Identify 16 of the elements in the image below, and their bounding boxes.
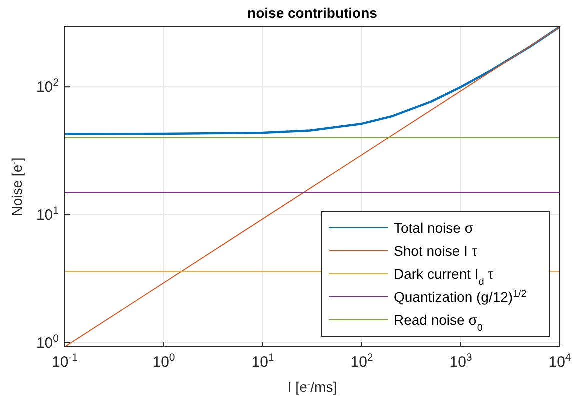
legend-label: Dark current I$_{d}$ τ [394, 266, 494, 288]
legend-label: Total noise σ [394, 220, 474, 236]
x-axis-title: I [e$^{-}$/ms] [288, 378, 338, 395]
legend-label: Read noise σ$_{0}$ [394, 312, 484, 334]
y-tick-label: 10$^{1}$ [36, 205, 60, 224]
x-tick-label: 10$^{2}$ [350, 352, 374, 371]
x-tick-label: 10$^{0}$ [152, 352, 176, 371]
x-tick-label: 10$^{-1}$ [52, 352, 78, 371]
x-tick-label: 10$^{3}$ [450, 352, 472, 371]
chart-title: noise contributions [248, 5, 378, 21]
y-tick-label: 10$^{2}$ [36, 77, 60, 96]
x-tick-label: 10$^{4}$ [548, 352, 572, 371]
y-tick-label: 10$^{0}$ [36, 332, 60, 352]
legend-label: Quantization (g/12)$^{1/2}$ [394, 288, 527, 305]
x-tick-label: 10$^{1}$ [252, 352, 274, 371]
legend-label: Shot noise I τ [394, 243, 478, 259]
